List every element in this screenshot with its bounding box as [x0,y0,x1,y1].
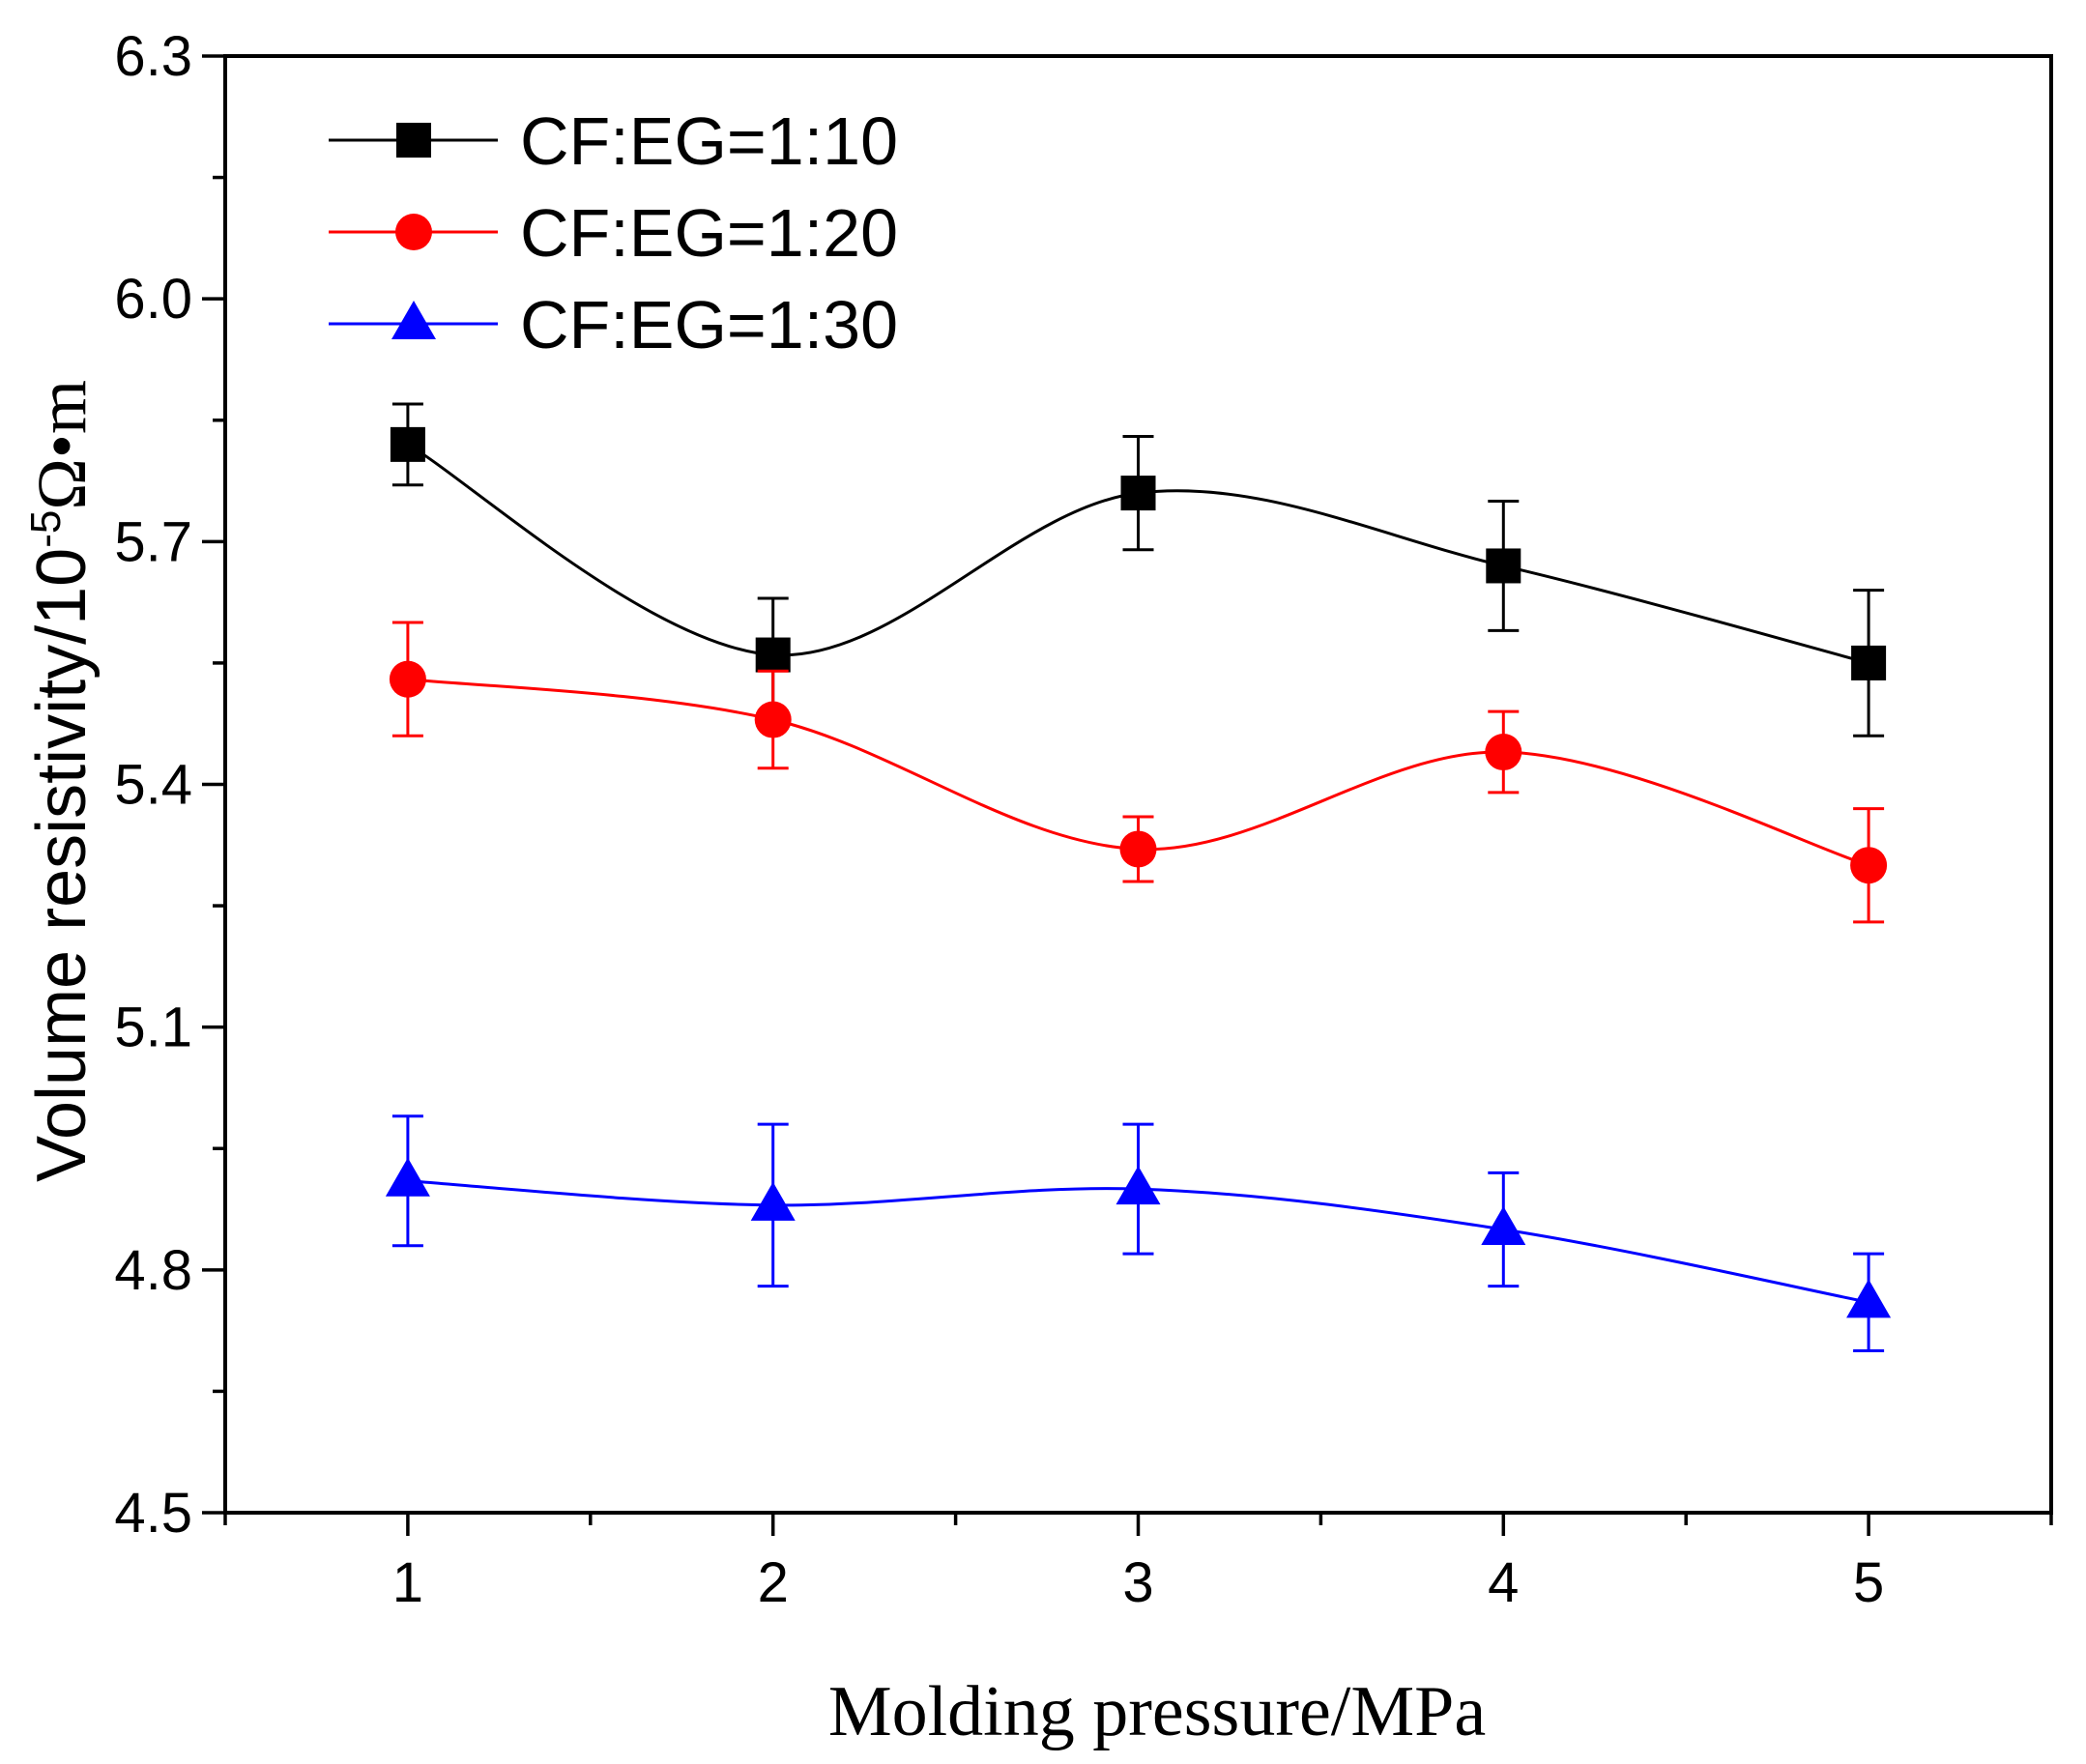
data-point [754,701,792,738]
legend-label: CF:EG=1:10 [520,103,898,179]
legend-item: CF:EG=1:10 [329,103,898,179]
legend: CF:EG=1:10 CF:EG=1:20 CF:EG=1:30 [329,103,898,362]
data-point [1486,548,1521,584]
y-tick-label: 6.0 [114,268,192,331]
x-tick-label: 5 [1853,1551,1884,1614]
y-axis-title-superscript: -5 [22,510,70,548]
data-point [1850,847,1888,884]
series-group [385,402,1892,1353]
y-axis-title: Volume resistivity/10-5Ω•m [22,380,101,1182]
data-point [1481,1205,1526,1245]
data-point [1851,645,1887,680]
y-tick-label: 5.1 [114,997,192,1059]
legend-marker [391,301,436,339]
legend-label: CF:EG=1:30 [520,287,898,362]
data-point [389,660,426,698]
y-axis-title-unit: Ω•m [23,380,101,510]
y-tick-label: 4.5 [114,1482,192,1545]
legend-label: CF:EG=1:20 [520,195,898,271]
data-point [1846,1279,1892,1318]
y-tick-label: 6.3 [114,25,192,88]
data-point [1119,830,1157,868]
data-point [385,1157,430,1197]
data-point [1120,476,1156,511]
y-tick-label: 5.4 [114,754,192,817]
x-tick-label: 4 [1488,1551,1519,1614]
x-tick-label: 3 [1122,1551,1153,1614]
legend-marker [395,214,432,250]
data-point [390,426,425,462]
x-axis-title: Molding pressure/MPa [828,1672,1486,1751]
series-3 [385,1114,1892,1353]
series-2 [389,621,1888,924]
plot-frame [223,54,2053,1515]
y-tick-label: 5.7 [114,510,192,573]
data-point [750,1181,796,1221]
data-point [755,637,791,673]
legend-marker [396,123,431,158]
x-tick-label: 1 [392,1551,423,1614]
series-1 [390,402,1887,737]
data-point [1485,734,1522,771]
legend-item: CF:EG=1:30 [329,287,898,362]
data-point [1115,1166,1161,1205]
y-axis-title-text: Volume resistivity/10 [23,548,101,1182]
x-tick-label: 2 [758,1551,789,1614]
legend-item: CF:EG=1:20 [329,195,898,271]
y-tick-label: 4.8 [114,1239,192,1302]
axes-group: 4.5 4.8 5.1 5.4 5.7 6.0 6.3 1 2 3 4 5 [114,25,2053,1614]
